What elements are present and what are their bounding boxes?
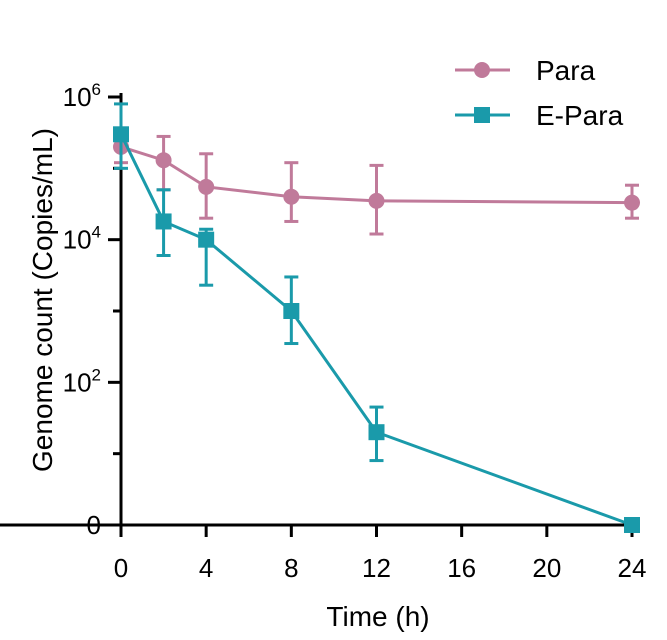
y-tick-label: 102	[63, 365, 101, 397]
y-tick-label: 0	[87, 510, 101, 540]
x-tick-label: 12	[362, 553, 391, 583]
legend-marker	[474, 62, 490, 78]
x-tick-label: 4	[199, 553, 213, 583]
data-point	[155, 152, 172, 169]
y-tick-label: 104	[63, 223, 101, 255]
data-point	[624, 194, 640, 211]
legend-label: E-Para	[536, 100, 624, 131]
data-point	[198, 231, 215, 248]
series-layer	[113, 102, 640, 533]
x-tick-label: 16	[447, 553, 476, 583]
x-tick-label: 20	[532, 553, 561, 583]
data-point	[368, 192, 385, 209]
y-axis-title: Genome count (Copies/mL)	[27, 128, 58, 472]
data-point	[368, 424, 385, 441]
x-tick-label: 8	[284, 553, 298, 583]
series-e-para	[113, 102, 640, 533]
legend-item-e-para: E-Para	[455, 100, 624, 131]
x-axis-title: Time (h)	[326, 601, 429, 632]
y-tick-exponent: 4	[92, 223, 101, 242]
y-tick-label: 106	[63, 80, 101, 112]
legend: Para E-Para	[455, 55, 624, 131]
data-point	[283, 188, 300, 205]
data-point	[624, 517, 640, 533]
series-line	[119, 133, 633, 527]
data-point	[198, 178, 215, 195]
data-point	[155, 213, 172, 230]
data-point	[283, 303, 300, 319]
y-tick-exponent: 2	[92, 365, 101, 384]
legend-label: Para	[536, 55, 596, 86]
y-tick-exponent: 6	[92, 80, 101, 99]
data-point	[113, 126, 129, 143]
x-tick-label: 24	[618, 553, 647, 583]
x-tick-label: 0	[114, 553, 128, 583]
series-para	[113, 129, 640, 236]
legend-marker	[474, 107, 490, 123]
legend-item-para: Para	[455, 55, 596, 86]
